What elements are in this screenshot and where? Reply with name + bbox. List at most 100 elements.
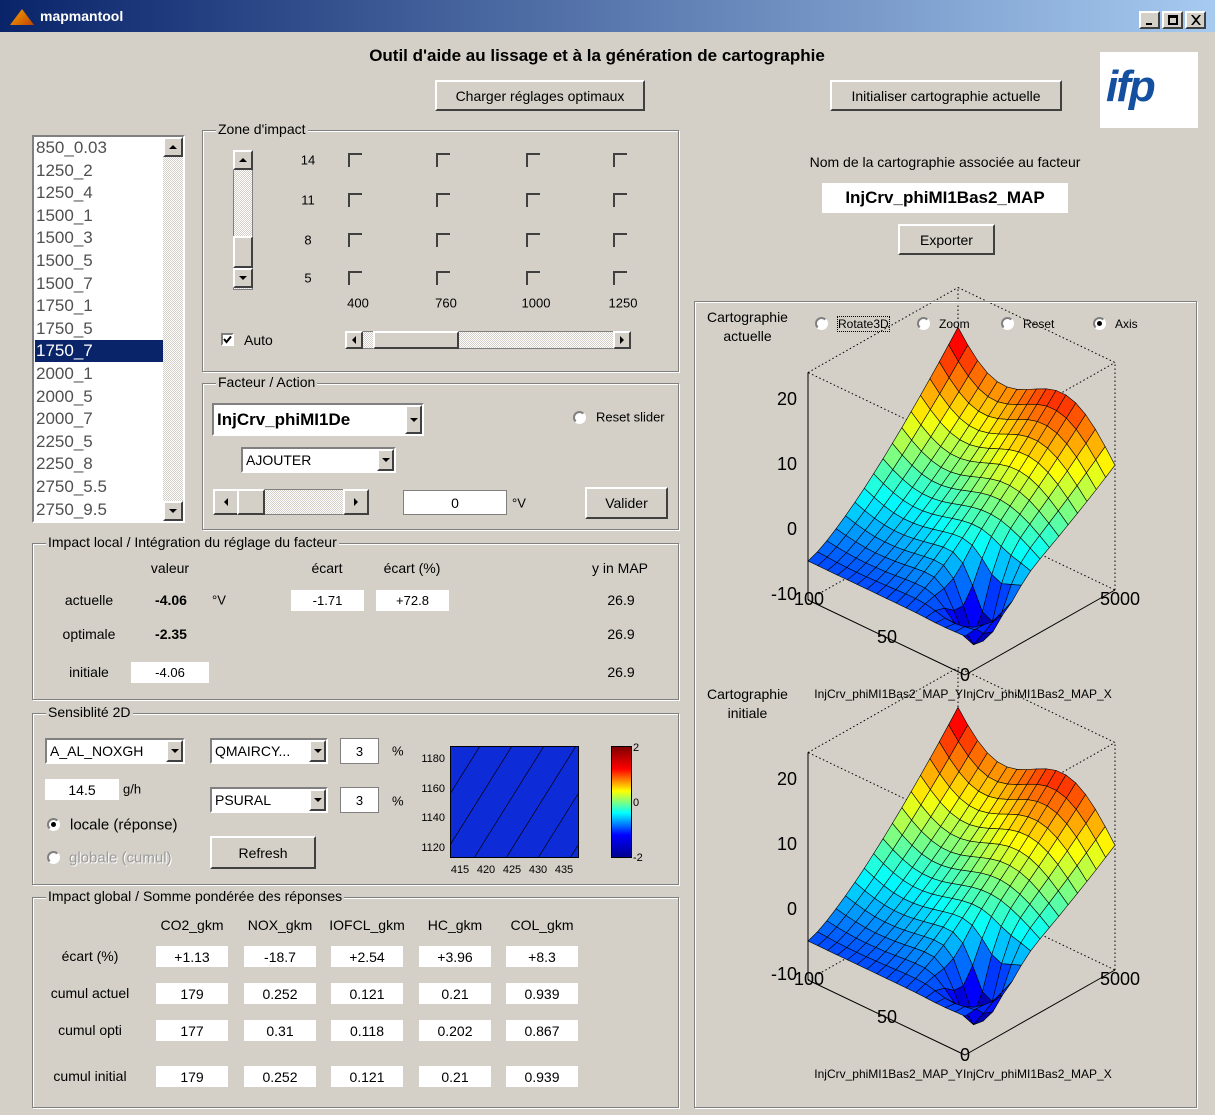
radio-button[interactable] <box>815 317 828 330</box>
checkbox[interactable] <box>348 193 362 207</box>
scrollbar[interactable] <box>163 137 183 521</box>
checkbox[interactable] <box>348 153 362 167</box>
radio-button[interactable] <box>1093 317 1106 330</box>
slider-thumb[interactable] <box>233 236 253 268</box>
checkbox[interactable] <box>526 153 540 167</box>
button[interactable]: Valider <box>585 487 668 519</box>
button[interactable]: Refresh <box>210 836 316 869</box>
list-item[interactable]: 850_0.03 <box>36 138 107 157</box>
list-item[interactable]: 1500_3 <box>36 228 93 248</box>
dropdown[interactable]: InjCrv_phiMI1De <box>212 403 424 436</box>
edit-box[interactable]: 3 <box>340 738 379 764</box>
button[interactable]: Initialiser cartographie actuelle <box>830 80 1062 111</box>
checkbox[interactable] <box>613 233 627 247</box>
edit-box[interactable]: +72.8 <box>376 590 449 611</box>
slider-thumb[interactable] <box>237 489 265 515</box>
dropdown-arrow[interactable] <box>166 740 183 762</box>
scroll-arrow[interactable] <box>163 137 183 157</box>
window-min-button[interactable] <box>1139 11 1160 29</box>
radio-button[interactable] <box>47 851 60 864</box>
edit-box[interactable]: InjCrv_phiMI1Bas2_MAP <box>822 183 1068 213</box>
list-item[interactable]: 1750_7 <box>35 340 163 363</box>
edit-box[interactable]: 177 <box>156 1020 228 1041</box>
checkbox[interactable] <box>348 233 362 247</box>
edit-box[interactable]: 0.867 <box>506 1020 578 1041</box>
button[interactable]: Exporter <box>898 224 995 255</box>
slider-arrow[interactable] <box>613 331 631 349</box>
edit-box[interactable]: 0.121 <box>331 1066 403 1087</box>
checkbox[interactable] <box>221 333 234 346</box>
list-item[interactable]: 1500_1 <box>36 205 93 225</box>
dropdown-arrow[interactable] <box>309 789 326 811</box>
edit-box[interactable]: 179 <box>156 1066 228 1087</box>
radio-button[interactable] <box>47 818 60 831</box>
edit-box[interactable]: 0.121 <box>331 983 403 1004</box>
edit-box[interactable]: -1.71 <box>291 590 364 611</box>
radio-button[interactable] <box>573 411 586 424</box>
slider-arrow[interactable] <box>233 150 253 170</box>
list-item[interactable]: 2250_8 <box>36 454 93 474</box>
list-item[interactable]: 2000_7 <box>36 409 93 429</box>
slider-arrow[interactable] <box>213 489 239 515</box>
list-item[interactable]: 1750_5 <box>36 318 93 338</box>
checkbox[interactable] <box>526 193 540 207</box>
edit-box[interactable]: +8.3 <box>506 946 578 967</box>
edit-box[interactable]: 3 <box>340 787 379 813</box>
edit-box[interactable]: 0.939 <box>506 983 578 1004</box>
edit-box[interactable]: +3.96 <box>419 946 491 967</box>
edit-box[interactable]: +1.13 <box>156 946 228 967</box>
list-item[interactable]: 1250_2 <box>36 160 93 180</box>
list-item[interactable]: 2750_5.5 <box>36 477 107 496</box>
edit-box[interactable]: 0.118 <box>331 1020 403 1041</box>
radio-button[interactable] <box>917 317 930 330</box>
button[interactable]: Charger réglages optimaux <box>435 80 645 111</box>
edit-box[interactable]: 0.31 <box>244 1020 316 1041</box>
slider-arrow[interactable] <box>233 268 253 288</box>
dropdown-arrow[interactable] <box>377 449 394 471</box>
list-item[interactable]: 2750_9.5 <box>36 499 107 519</box>
scroll-arrow[interactable] <box>163 501 183 521</box>
list-item[interactable]: 2250_5 <box>36 431 93 451</box>
dropdown-arrow[interactable] <box>405 405 422 434</box>
checkbox[interactable] <box>613 153 627 167</box>
edit-box[interactable]: 0.252 <box>244 1066 316 1087</box>
dropdown[interactable]: AJOUTER <box>241 447 396 473</box>
listbox[interactable] <box>32 135 185 523</box>
edit-box[interactable]: 0.21 <box>419 983 491 1004</box>
dropdown[interactable]: QMAIRCY... <box>210 738 328 764</box>
edit-box[interactable]: 0.939 <box>506 1066 578 1087</box>
list-item[interactable]: 1750_1 <box>36 296 93 316</box>
checkbox[interactable] <box>436 193 450 207</box>
checkbox[interactable] <box>613 271 627 285</box>
edit-box[interactable]: 179 <box>156 983 228 1004</box>
edit-box[interactable]: +2.54 <box>331 946 403 967</box>
checkbox[interactable] <box>613 193 627 207</box>
checkbox[interactable] <box>348 271 362 285</box>
dropdown[interactable]: A_AL_NOXGH <box>45 738 185 764</box>
slider-arrow[interactable] <box>343 489 369 515</box>
edit-box[interactable]: 0.21 <box>419 1066 491 1087</box>
radio-button[interactable] <box>1001 317 1014 330</box>
checkbox[interactable] <box>436 271 450 285</box>
checkbox[interactable] <box>436 233 450 247</box>
window-max-button[interactable] <box>1162 11 1183 29</box>
checkbox[interactable] <box>436 153 450 167</box>
edit-box[interactable]: 14.5 <box>45 779 119 800</box>
edit-box[interactable]: -18.7 <box>244 946 316 967</box>
checkbox[interactable] <box>526 271 540 285</box>
checkbox[interactable] <box>526 233 540 247</box>
slider-thumb[interactable] <box>373 331 459 349</box>
edit-box[interactable]: 0.252 <box>244 983 316 1004</box>
list-item[interactable]: 1500_7 <box>36 273 93 293</box>
list-item[interactable]: 1250_4 <box>36 183 93 203</box>
list-item[interactable]: 2000_1 <box>36 364 93 383</box>
edit-box[interactable]: -4.06 <box>131 662 209 683</box>
window-close-button[interactable] <box>1185 11 1206 29</box>
dropdown-arrow[interactable] <box>309 740 326 762</box>
dropdown[interactable]: PSURAL <box>210 787 328 813</box>
slider-arrow[interactable] <box>345 331 363 349</box>
list-item[interactable]: 1500_5 <box>36 251 93 270</box>
list-item[interactable]: 2000_5 <box>36 386 93 406</box>
edit-box[interactable]: 0 <box>403 490 507 515</box>
edit-box[interactable]: 0.202 <box>419 1020 491 1041</box>
